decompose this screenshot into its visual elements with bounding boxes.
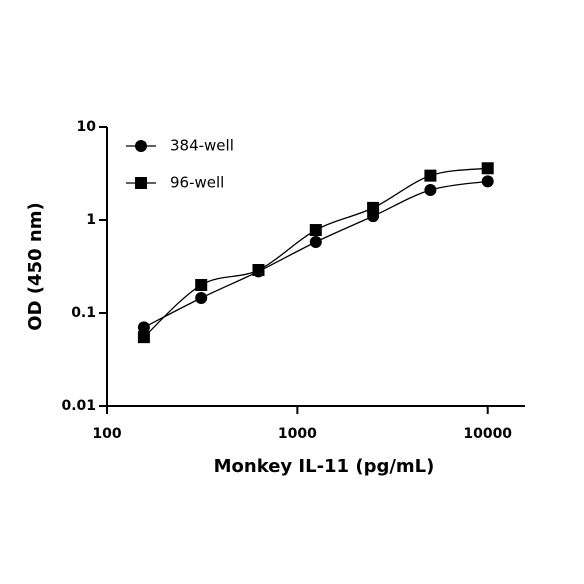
marker-square: [135, 177, 147, 189]
marker-square: [309, 224, 322, 237]
legend-label: 384-well: [170, 137, 234, 155]
y-tick-label: 10: [77, 119, 97, 135]
marker-square: [195, 279, 208, 292]
marker-circle: [137, 321, 150, 334]
marker-circle: [135, 140, 147, 152]
fit-curve: [143, 167, 488, 338]
marker-square: [137, 331, 150, 344]
x-tick-label: 1000: [278, 426, 317, 442]
legend-label: 96-well: [170, 174, 224, 192]
fit-curve: [143, 180, 488, 328]
marker-circle: [424, 184, 437, 197]
marker-square: [252, 263, 265, 276]
y-tick-label: 0.1: [71, 305, 96, 321]
marker-square: [481, 162, 494, 175]
y-tick-label: 1: [86, 212, 96, 228]
marker-square: [424, 169, 437, 182]
y-axis-title: OD (450 nm): [25, 202, 46, 330]
marker-square: [367, 201, 380, 214]
marker-circle: [195, 291, 208, 304]
x-tick-label: 10000: [463, 426, 512, 442]
marker-circle: [309, 236, 322, 249]
marker-circle: [481, 175, 494, 188]
x-axis-title: Monkey IL-11 (pg/mL): [214, 456, 435, 477]
x-tick-label: 100: [92, 426, 121, 442]
y-tick-label: 0.01: [61, 398, 96, 414]
